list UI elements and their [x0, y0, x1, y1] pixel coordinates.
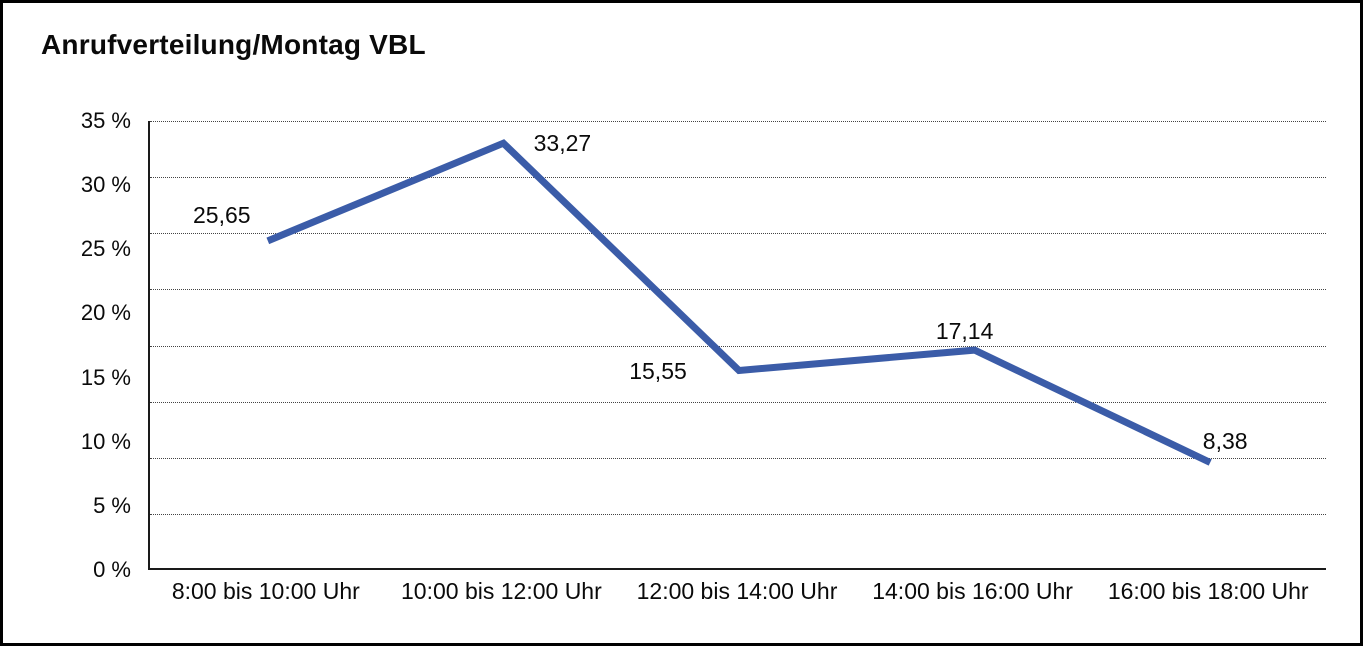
gridline	[150, 457, 1326, 459]
x-axis-label: 10:00 bis 12:00 Uhr	[401, 578, 602, 604]
y-axis-tick-label: 0 %	[93, 557, 131, 582]
gridline	[150, 233, 1326, 235]
x-axis-label: 16:00 bis 18:00 Uhr	[1107, 578, 1309, 604]
y-axis-tick-label: 25 %	[80, 236, 131, 262]
data-line-svg	[266, 139, 1212, 466]
gridline	[150, 513, 1326, 515]
y-axis-tick-label: 20 %	[80, 300, 131, 326]
y-axis-tick-label: 35 %	[80, 108, 131, 133]
chart-title: Anrufverteilung/Montag VBL	[41, 29, 426, 60]
y-axis-tick-label: 10 %	[80, 428, 131, 454]
data-line	[266, 139, 1212, 466]
y-axis-tick-label: 5 %	[93, 492, 131, 518]
gridline	[150, 177, 1326, 179]
plot-area: 25,65 33,27 15,55 17,14 8,38	[148, 121, 1326, 570]
data-point-label: 17,14	[935, 318, 994, 345]
gridline	[150, 345, 1326, 347]
data-point-label: 33,27	[533, 130, 592, 157]
data-point-label: 8,38	[1202, 428, 1248, 455]
gridline	[150, 401, 1326, 403]
x-axis-label: 14:00 bis 16:00 Uhr	[872, 578, 1073, 604]
gridline	[150, 121, 1326, 122]
x-axis-labels: 8:00 bis 10:00 Uhr 10:00 bis 12:00 Uhr 12:…	[148, 578, 1326, 608]
x-axis-label: 12:00 bis 14:00 Uhr	[636, 578, 838, 604]
y-axis-tick-label: 15 %	[80, 364, 131, 390]
y-axis-tick-label: 30 %	[80, 172, 131, 198]
data-point-label: 25,65	[193, 201, 251, 228]
x-axis-label: 8:00 bis 10:00 Uhr	[171, 578, 360, 604]
gridline	[150, 289, 1326, 291]
data-point-label: 15,55	[629, 357, 687, 384]
